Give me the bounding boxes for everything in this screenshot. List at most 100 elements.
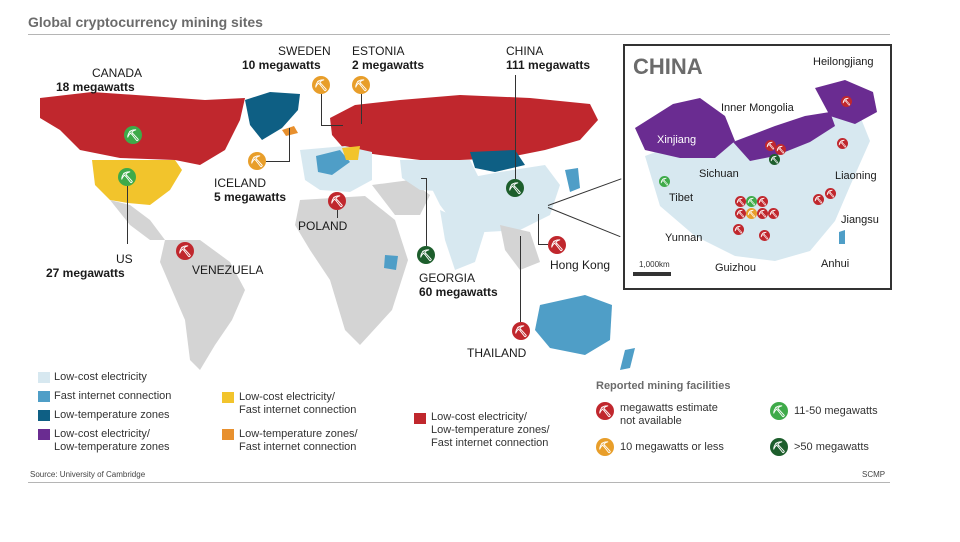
pickaxe-orange-icon[interactable]: ⛏: [352, 76, 370, 94]
label-hongkong: Hong Kong: [550, 258, 611, 272]
region-south-america: [160, 240, 245, 370]
credit: SCMP: [862, 470, 886, 479]
pickaxe-red-icon[interactable]: ⛏: [775, 144, 786, 155]
legend-swatch-fast-internet: [38, 391, 50, 402]
region-greenland: [245, 92, 300, 140]
region-inner-mongolia: [733, 112, 835, 161]
pickaxe-red-icon: ⛏: [596, 402, 614, 420]
pickaxe-green-icon[interactable]: ⛏: [659, 176, 670, 187]
legend-swatch-low-temp: [38, 410, 50, 421]
legend-low-temp-fast: Low-temperature zones/ Fast internet con…: [239, 428, 358, 453]
inset-title: CHINA: [633, 54, 703, 79]
pickaxe-red-icon[interactable]: ⛏: [757, 208, 768, 219]
pickaxe-darkgreen-icon[interactable]: ⛏: [417, 246, 435, 264]
region-iceland: [282, 126, 298, 136]
leader-sweden-h: [321, 125, 343, 126]
inset-label-inner-mongolia: Inner Mongolia: [721, 102, 794, 114]
region-middle-east: [372, 180, 430, 215]
label-iceland: ICELAND 5 megawatts: [214, 176, 287, 204]
region-canada: [40, 92, 245, 165]
region-africa: [295, 196, 408, 345]
leader-georgia-v: [426, 178, 427, 246]
legend-swatch-low-cost-fast: [222, 392, 234, 403]
legend-swatch-low-temp-fast: [222, 429, 234, 440]
leader-estonia: [361, 94, 362, 124]
scale-bar: [633, 272, 671, 276]
label-canada: CANADA 18 megawatts: [56, 66, 143, 94]
pickaxe-darkgreen-icon: ⛏: [770, 438, 788, 456]
pickaxe-orange-icon: ⛏: [596, 438, 614, 456]
bottom-rule: [28, 482, 890, 483]
inset-label-yunnan: Yunnan: [665, 232, 703, 244]
pickaxe-red-icon[interactable]: ⛏: [837, 138, 848, 149]
pickaxe-orange-icon[interactable]: ⛏: [248, 152, 266, 170]
leader-sweden: [321, 94, 322, 126]
pickaxe-red-icon[interactable]: ⛏: [176, 242, 194, 260]
legend-low-cost-low-temp: Low-cost electricity/ Low-temperature zo…: [54, 428, 170, 453]
region-us: [92, 160, 182, 205]
label-estonia: ESTONIA 2 megawatts: [352, 44, 425, 72]
inset-label-guizhou: Guizhou: [715, 262, 756, 274]
region-kenya: [384, 255, 398, 270]
label-poland: POLAND: [298, 219, 348, 233]
pickaxe-red-icon[interactable]: ⛏: [548, 236, 566, 254]
inset-label-liaoning: Liaoning: [835, 170, 877, 182]
leader-hongkong: [538, 214, 539, 244]
label-georgia: GEORGIA 60 megawatts: [419, 271, 498, 299]
inset-label-anhui: Anhui: [821, 258, 850, 270]
leader-us: [127, 186, 128, 244]
pickaxe-green-icon[interactable]: ⛏: [746, 196, 757, 207]
china-inset-map: [635, 80, 877, 261]
region-russia: [330, 95, 598, 160]
pickaxe-red-icon[interactable]: ⛏: [757, 196, 768, 207]
pickaxe-red-icon[interactable]: ⛏: [328, 192, 346, 210]
label-china: CHINA 111 megawatts: [506, 44, 591, 72]
legend-facility-mid: 11-50 megawatts: [794, 405, 878, 417]
label-sweden: SWEDEN 10 megawatts: [242, 44, 331, 72]
pickaxe-red-icon[interactable]: ⛏: [512, 322, 530, 340]
pickaxe-red-icon[interactable]: ⛏: [825, 188, 836, 199]
region-xinjiang: [635, 98, 735, 158]
pickaxe-darkgreen-icon[interactable]: ⛏: [506, 179, 524, 197]
legend-facility-large: >50 megawatts: [794, 441, 869, 453]
top-rule: [28, 34, 890, 35]
leader-iceland: [266, 161, 290, 162]
legend-swatch-all-three: [414, 413, 426, 424]
region-japan: [565, 168, 580, 192]
region-europe-yellow: [342, 146, 360, 160]
leader-china: [515, 75, 516, 179]
label-thailand: THAILAND: [467, 346, 527, 360]
pickaxe-red-icon[interactable]: ⛏: [768, 208, 779, 219]
legend-low-cost-fast: Low-cost electricity/ Fast internet conn…: [239, 391, 357, 416]
legend-facilities-title: Reported mining facilities: [596, 380, 731, 392]
pickaxe-red-icon[interactable]: ⛏: [765, 140, 776, 151]
map-title: Global cryptocurrency mining sites: [28, 14, 263, 30]
label-us: US 27 megawatts: [46, 252, 133, 280]
inset-label-heilongjiang: Heilongjiang: [813, 56, 874, 68]
pickaxe-red-icon[interactable]: ⛏: [759, 230, 770, 241]
region-taiwan: [839, 230, 845, 244]
pickaxe-orange-icon[interactable]: ⛏: [746, 208, 757, 219]
region-europe-fast: [316, 150, 350, 175]
legend-facility-small: 10 megawatts or less: [620, 441, 724, 453]
pickaxe-green-icon[interactable]: ⛏: [118, 168, 136, 186]
pickaxe-red-icon[interactable]: ⛏: [735, 196, 746, 207]
leader-georgia: [421, 178, 427, 179]
source-note: Source: University of Cambridge: [30, 470, 146, 479]
pickaxe-red-icon[interactable]: ⛏: [733, 224, 744, 235]
pickaxe-red-icon[interactable]: ⛏: [813, 194, 824, 205]
region-china: [430, 165, 560, 232]
pickaxe-red-icon[interactable]: ⛏: [735, 208, 746, 219]
pickaxe-darkgreen-icon[interactable]: ⛏: [769, 154, 780, 165]
china-inset: CHINA Heilongjiang Inner Mongolia Xinjia…: [623, 44, 892, 290]
region-india: [440, 210, 485, 270]
leader-poland: [337, 210, 338, 218]
scale-label: 1,000km: [639, 260, 670, 269]
pickaxe-green-icon[interactable]: ⛏: [124, 126, 142, 144]
pickaxe-green-icon: ⛏: [770, 402, 788, 420]
label-venezuela: VENEZUELA: [192, 263, 264, 277]
pickaxe-orange-icon[interactable]: ⛏: [312, 76, 330, 94]
pickaxe-red-icon[interactable]: ⛏: [841, 96, 852, 107]
legend-fast-internet: Fast internet connection: [54, 390, 172, 402]
